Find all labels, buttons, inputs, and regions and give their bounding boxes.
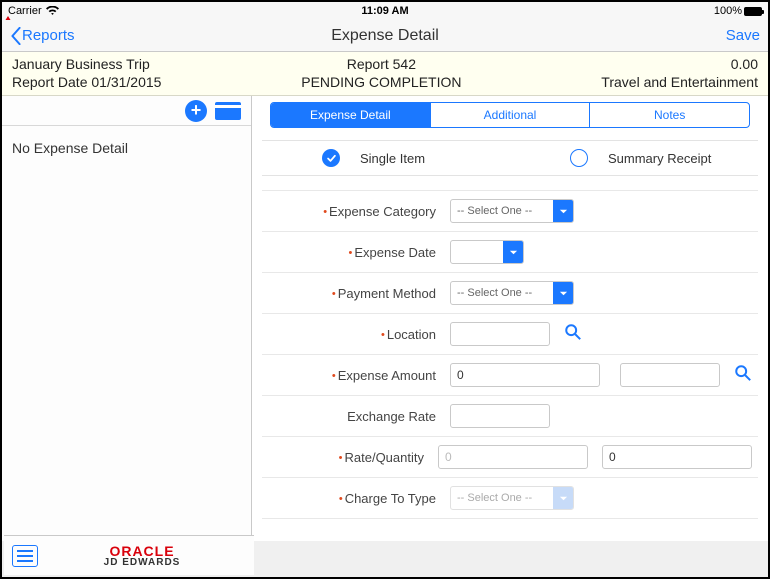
- location-search-button[interactable]: [564, 323, 582, 346]
- payment-method-select[interactable]: -- Select One --: [450, 281, 574, 305]
- label-location: Location: [387, 327, 436, 342]
- summary-receipt-option[interactable]: Summary Receipt: [510, 149, 758, 167]
- expense-date-select[interactable]: [450, 240, 524, 264]
- charge-to-type-value: -- Select One --: [451, 492, 553, 504]
- location-input[interactable]: [450, 322, 550, 346]
- label-expense-date: Expense Date: [354, 245, 436, 260]
- report-category: Travel and Entertainment: [601, 74, 758, 92]
- quantity-input[interactable]: [602, 445, 752, 469]
- row-expense-amount: •Expense Amount: [262, 355, 758, 396]
- battery-percent: 100%: [714, 5, 742, 17]
- chevron-left-icon: [10, 27, 22, 45]
- label-rate-quantity: Rate/Quantity: [345, 450, 425, 465]
- report-status: PENDING COMPLETION: [301, 74, 461, 92]
- wifi-icon: [46, 6, 59, 16]
- label-charge-to-type: Charge To Type: [345, 491, 436, 506]
- checkmark-icon: [322, 149, 340, 167]
- chevron-down-icon: [553, 282, 573, 304]
- main-panel: Expense Detail Additional Notes Single I…: [252, 96, 768, 541]
- credit-card-button[interactable]: [215, 102, 241, 120]
- trip-name: January Business Trip: [12, 56, 161, 74]
- label-payment-method: Payment Method: [338, 286, 436, 301]
- tab-notes[interactable]: Notes: [589, 103, 749, 127]
- report-header: January Business Trip Report Date 01/31/…: [2, 52, 768, 96]
- row-expense-category: •Expense Category -- Select One --: [262, 190, 758, 232]
- currency-input[interactable]: [620, 363, 720, 387]
- status-bar: Carrier 11:09 AM 100%: [2, 2, 768, 20]
- brand-oracle: ORACLE: [104, 544, 181, 558]
- row-location: •Location: [262, 314, 758, 355]
- footer: ORACLE JD EDWARDS: [4, 535, 254, 575]
- rate-input[interactable]: [438, 445, 588, 469]
- label-expense-amount: Expense Amount: [338, 368, 436, 383]
- row-charge-to-type: •Charge To Type -- Select One --: [262, 478, 758, 519]
- currency-search-button[interactable]: [734, 364, 752, 387]
- report-date: Report Date 01/31/2015: [12, 74, 161, 92]
- add-expense-button[interactable]: +: [185, 100, 207, 122]
- label-expense-category: Expense Category: [329, 204, 436, 219]
- payment-method-value: -- Select One --: [451, 287, 553, 299]
- report-header-left: January Business Trip Report Date 01/31/…: [12, 56, 161, 91]
- report-header-center: Report 542 PENDING COMPLETION: [301, 56, 461, 91]
- menu-button[interactable]: [12, 545, 38, 567]
- sidebar: + No Expense Detail: [2, 96, 252, 541]
- app-frame: Carrier 11:09 AM 100% Reports Expense De…: [0, 0, 770, 579]
- report-amount: 0.00: [601, 56, 758, 74]
- status-right: 100%: [714, 5, 762, 17]
- radio-empty-icon: [570, 149, 588, 167]
- status-time: 11:09 AM: [361, 5, 408, 17]
- back-label: Reports: [22, 27, 75, 44]
- expense-category-value: -- Select One --: [451, 205, 553, 217]
- sidebar-empty-text: No Expense Detail: [2, 126, 251, 156]
- battery-icon: [744, 7, 762, 16]
- single-item-label: Single Item: [360, 151, 425, 166]
- row-payment-method: •Payment Method -- Select One --: [262, 273, 758, 314]
- body: + No Expense Detail Expense Detail Addit…: [2, 96, 768, 541]
- summary-receipt-label: Summary Receipt: [608, 151, 711, 166]
- brand-jde: JD EDWARDS: [104, 558, 181, 568]
- charge-to-type-select: -- Select One --: [450, 486, 574, 510]
- sidebar-toolbar: +: [2, 96, 251, 126]
- label-exchange-rate: Exchange Rate: [347, 409, 436, 424]
- row-exchange-rate: Exchange Rate: [262, 396, 758, 437]
- chevron-down-icon: [553, 200, 573, 222]
- carrier-label: Carrier: [8, 5, 42, 17]
- save-button[interactable]: Save: [726, 27, 760, 44]
- back-button[interactable]: Reports: [10, 27, 75, 45]
- tab-additional[interactable]: Additional: [430, 103, 590, 127]
- exchange-rate-input[interactable]: [450, 404, 550, 428]
- report-header-right: 0.00 Travel and Entertainment: [601, 56, 758, 91]
- chevron-down-icon: [553, 487, 573, 509]
- nav-bar: Reports Expense Detail Save: [2, 20, 768, 52]
- item-type-selector: Single Item Summary Receipt: [262, 140, 758, 176]
- expense-amount-input[interactable]: [450, 363, 600, 387]
- row-rate-quantity: •Rate/Quantity: [262, 437, 758, 478]
- single-item-option[interactable]: Single Item: [262, 149, 510, 167]
- tab-expense-detail[interactable]: Expense Detail: [271, 103, 430, 127]
- brand: ORACLE JD EDWARDS: [104, 544, 181, 568]
- page-title: Expense Detail: [331, 27, 439, 45]
- form: •Expense Category -- Select One -- •Expe…: [262, 190, 758, 519]
- chevron-down-icon: [503, 241, 523, 263]
- report-number: Report 542: [301, 56, 461, 74]
- status-left: Carrier: [8, 5, 59, 17]
- tab-bar: Expense Detail Additional Notes: [270, 102, 750, 128]
- expense-category-select[interactable]: -- Select One --: [450, 199, 574, 223]
- row-expense-date: •Expense Date: [262, 232, 758, 273]
